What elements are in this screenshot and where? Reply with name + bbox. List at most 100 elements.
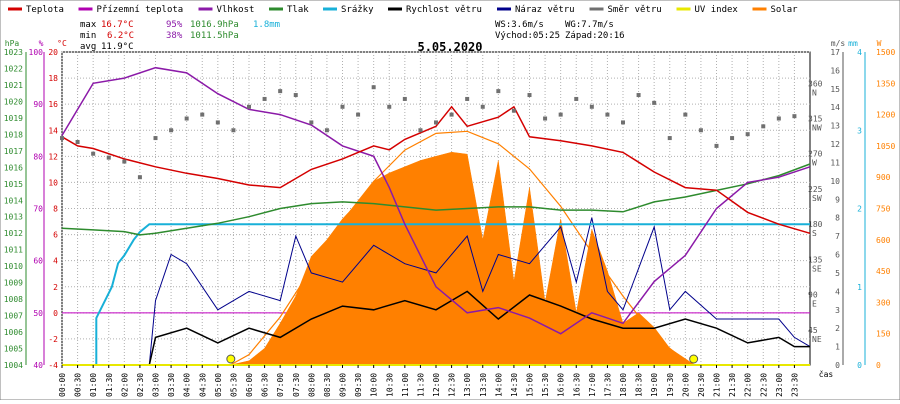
wind-direction-point-43 (730, 136, 735, 141)
hpa-tick-17: 1006 (4, 328, 23, 337)
x-tick-23: 11:30 (416, 373, 425, 397)
mm-tick-0: 4 (857, 48, 862, 57)
wind-direction-point-2 (91, 151, 96, 156)
x-tick-2: 01:00 (89, 373, 98, 397)
direction-tick-1: 315 (808, 115, 823, 124)
stats-block: max 16.7°C 95% 1016.9hPa 1.8mm min 6.2°C… (80, 20, 280, 52)
hpa-tick-1: 1022 (4, 64, 23, 73)
x-tick-20: 10:00 (370, 373, 379, 397)
ms-tick-2: 15 (830, 85, 840, 94)
x-tick-14: 07:00 (276, 373, 285, 397)
x-tick-39: 19:30 (666, 373, 675, 397)
w-tick-3: 1050 (876, 142, 895, 151)
wind-direction-point-34 (589, 104, 594, 109)
wind-direction-point-36 (621, 120, 625, 125)
percent-tick-2: 80 (33, 152, 43, 161)
legend-label-3: Tlak (287, 5, 309, 15)
rain-series-line (62, 223, 810, 366)
percent-axis-unit: % (39, 39, 44, 48)
hpa-tick-18: 1005 (4, 345, 23, 354)
wind-direction-point-37 (636, 93, 641, 98)
wind-info: WS:3.6m/s WG:7.7m/s Východ:05:25 Západ:2… (495, 20, 625, 41)
direction-tick-label-4: S (812, 229, 817, 238)
wind-direction-point-28 (496, 89, 501, 94)
direction-tick-5: 135 (808, 255, 823, 264)
wind-direction-point-0 (60, 136, 64, 141)
ms-tick-17: 0 (835, 361, 840, 370)
percent-tick-0: 100 (29, 48, 44, 57)
mm-tick-4: 0 (857, 361, 862, 370)
x-tick-35: 17:30 (603, 373, 612, 397)
wind-direction-point-44 (745, 132, 750, 137)
celsius-tick-4: 12 (48, 152, 58, 161)
hpa-tick-16: 1007 (4, 312, 23, 321)
x-tick-8: 04:00 (183, 373, 192, 397)
hpa-tick-8: 1015 (4, 180, 23, 189)
x-tick-0: 00:00 (58, 373, 67, 397)
x-tick-28: 14:00 (494, 373, 503, 397)
x-tick-45: 22:30 (759, 373, 768, 397)
x-axis-label: čas (819, 369, 834, 379)
x-tick-4: 02:00 (120, 373, 129, 397)
wind-direction-point-46 (776, 116, 781, 121)
direction-tick-label-6: E (812, 300, 817, 309)
ms-tick-11: 6 (835, 251, 840, 260)
max-press: 1016.9hPa (190, 20, 239, 30)
x-tick-44: 22:00 (744, 373, 753, 397)
wind-direction-point-10 (215, 120, 220, 125)
x-tick-32: 16:00 (557, 373, 566, 397)
w-tick-0: 1500 (876, 48, 895, 57)
wind-speed-info: WS:3.6m/s (495, 20, 544, 30)
wind-direction-point-41 (698, 128, 703, 133)
humidity-series-line (61, 66, 811, 335)
x-tick-33: 16:30 (572, 373, 581, 397)
w-axis-unit: W (877, 39, 882, 48)
direction-tick-7: 45 (808, 326, 818, 335)
x-tick-25: 12:30 (448, 373, 457, 397)
hpa-tick-6: 1017 (4, 147, 23, 156)
wind-direction-point-45 (761, 124, 766, 129)
legend-label-0: Teplota (26, 5, 64, 15)
percent-tick-6: 40 (33, 361, 43, 370)
wind-direction-point-35 (605, 112, 610, 117)
hpa-tick-13: 1010 (4, 262, 23, 271)
sunset-info: Západ:20:16 (565, 31, 625, 41)
mm-tick-2: 2 (857, 205, 862, 214)
x-tick-34: 17:00 (588, 373, 597, 397)
pressure-series-line (61, 163, 811, 236)
celsius-tick-8: 4 (53, 257, 58, 266)
wind-gust-info: WG:7.7m/s (565, 20, 614, 30)
legend-label-8: UV index (695, 5, 739, 15)
wind-direction-point-16 (309, 120, 314, 125)
w-tick-2: 1200 (876, 111, 895, 120)
sun-marker-0 (226, 354, 236, 364)
x-tick-12: 06:00 (245, 373, 254, 397)
ms-tick-1: 16 (830, 66, 840, 75)
wind-direction-point-14 (278, 89, 283, 94)
w-tick-8: 300 (876, 298, 891, 307)
wind-direction-point-6 (153, 136, 158, 141)
mm-axis-unit: mm (848, 39, 858, 48)
direction-tick-2: 270 (808, 150, 823, 159)
ms-tick-9: 8 (835, 214, 840, 223)
wind-direction-point-15 (293, 93, 298, 98)
hpa-tick-19: 1004 (4, 361, 23, 370)
legend-label-6: Náraz větru (515, 5, 575, 15)
wind-direction-point-7 (169, 128, 174, 133)
ms-tick-6: 11 (830, 158, 840, 167)
w-tick-4: 900 (876, 173, 891, 182)
wind-direction-point-21 (387, 104, 392, 109)
direction-tick-label-0: N (812, 88, 817, 97)
ms-tick-15: 2 (835, 324, 840, 333)
x-tick-24: 12:00 (432, 373, 441, 397)
max-label: max (80, 20, 97, 30)
w-tick-9: 150 (876, 330, 891, 339)
hpa-axis-unit: hPa (5, 39, 20, 48)
w-tick-5: 750 (876, 205, 891, 214)
direction-tick-label-2: W (812, 159, 817, 168)
x-tick-29: 14:30 (510, 373, 519, 397)
solar-series-area (62, 151, 810, 366)
temperature-series-line (61, 105, 811, 235)
percent-tick-4: 60 (33, 257, 43, 266)
